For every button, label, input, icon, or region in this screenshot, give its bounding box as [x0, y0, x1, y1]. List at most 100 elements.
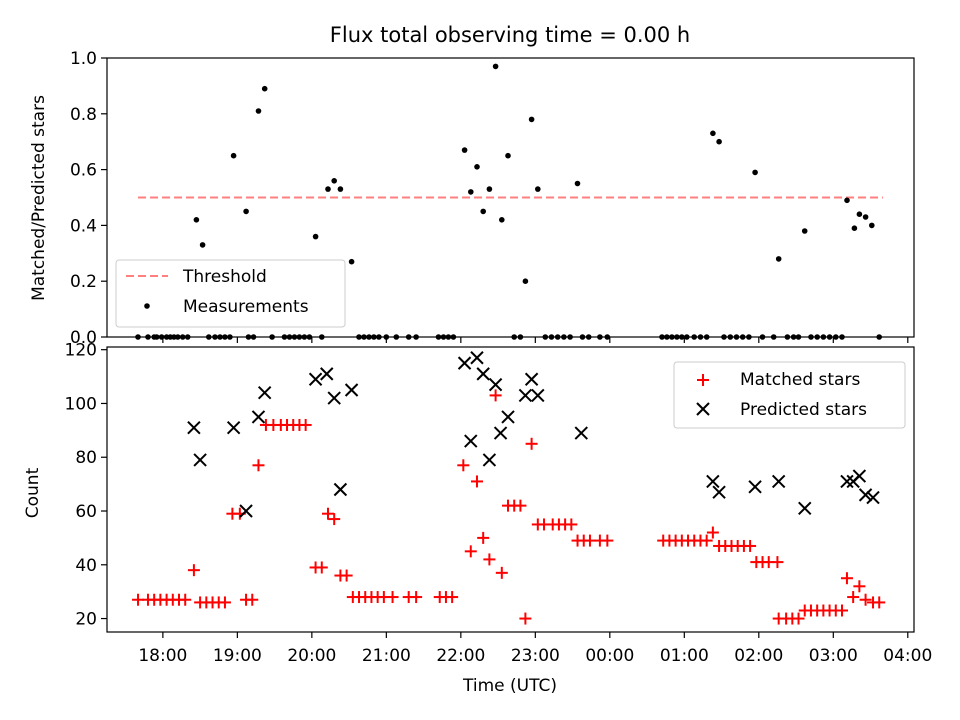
- matched-star-point: [840, 572, 853, 585]
- measurement-point: [480, 208, 487, 215]
- x-tick-label: 03:00: [809, 646, 858, 666]
- ratio-panel: Flux total observing time = 0.00 h 0.0 0.…: [29, 23, 915, 348]
- legend-predicted-label: Predicted stars: [740, 400, 867, 420]
- predicted-star-point: [257, 386, 272, 400]
- x-tick-label: 18:00: [138, 646, 187, 666]
- predicted-star-point: [226, 420, 241, 435]
- x-tick-label: 23:00: [511, 646, 560, 666]
- legend-matched-label: Matched stars: [740, 370, 860, 390]
- measurement-point: [528, 116, 535, 123]
- predicted-star-point: [518, 388, 533, 403]
- matched-star-point: [252, 459, 265, 472]
- predicted-star-point: [457, 356, 472, 370]
- top-axes-frame: [106, 57, 915, 338]
- matched-star-point: [187, 564, 200, 577]
- predicted-star-point: [493, 426, 508, 440]
- bottom-axes-frame: [106, 346, 915, 633]
- predicted-star-point: [852, 469, 867, 483]
- matched-star-point: [853, 580, 866, 593]
- matched-star-point: [386, 591, 399, 604]
- matched-star-point: [179, 593, 192, 606]
- predicted-star-point: [798, 501, 812, 516]
- bottom-legend-box: [673, 361, 906, 429]
- matched-star-point: [792, 612, 805, 625]
- predicted-star-point: [706, 474, 720, 489]
- matched-star-point: [700, 534, 713, 547]
- predicted-star-point: [344, 383, 359, 397]
- measurement-point: [312, 233, 319, 240]
- measurement-point: [492, 63, 499, 70]
- top-y-tick-label: 0.8: [70, 105, 97, 125]
- top-y-tick-label: 1.0: [70, 49, 97, 69]
- measurement-point: [505, 152, 511, 159]
- matched-star-point: [246, 593, 259, 606]
- matched-star-point: [771, 556, 784, 569]
- x-axis-label: Time (UTC): [462, 676, 557, 696]
- matched-star-point: [495, 566, 508, 579]
- predicted-star-point: [524, 372, 539, 386]
- measurement-point: [337, 186, 344, 192]
- x-tick-label: 01:00: [660, 646, 709, 666]
- matched-star-point: [328, 513, 341, 526]
- bottom-y-tick-label: 120: [65, 341, 97, 361]
- bottom-x-ticks: 18:00 19:00 20:00 21:00 22:00 23:00 00:00 01:00…: [138, 632, 932, 666]
- x-tick-label: 02:00: [734, 646, 783, 666]
- x-tick-label: 22:00: [436, 646, 485, 666]
- matched-star-point: [340, 569, 353, 582]
- measurement-point: [856, 211, 863, 217]
- predicted-star-point: [327, 391, 341, 405]
- predicted-star-point: [748, 480, 762, 494]
- legend-threshold-label: Threshold: [182, 267, 267, 287]
- measurement-point: [710, 130, 716, 137]
- measurement-point: [499, 217, 505, 223]
- measurement-point: [193, 217, 200, 223]
- predicted-star-point: [771, 474, 786, 489]
- bottom-y-ticks: 20 40 60 80 100 120: [65, 341, 107, 630]
- predicted-star-point: [712, 485, 726, 499]
- top-y-tick-label: 0.0: [70, 328, 97, 348]
- predicted-star-point: [308, 372, 323, 386]
- measurement-point: [348, 258, 355, 265]
- measurement-point: [474, 164, 480, 170]
- measurement-point: [844, 197, 850, 204]
- predicted-star-point: [840, 474, 854, 489]
- x-tick-label: 19:00: [213, 646, 262, 666]
- predicted-star-point: [531, 388, 545, 403]
- bottom-y-tick-label: 80: [75, 448, 97, 468]
- matched-star-point: [464, 545, 477, 558]
- matched-star-point: [218, 596, 231, 609]
- measurement-point: [199, 242, 206, 248]
- measurement-point: [752, 169, 758, 176]
- matched-star-point: [470, 475, 483, 488]
- matched-star-point: [315, 561, 328, 574]
- matched-star-point: [706, 526, 719, 539]
- measurement-point: [716, 138, 722, 145]
- measurement-point: [574, 180, 581, 187]
- predicted-star-point: [187, 420, 201, 435]
- predicted-star-point: [193, 453, 207, 467]
- top-y-axis-label: Matched/Predicted stars: [29, 95, 49, 301]
- predicted-star-point: [476, 367, 490, 381]
- top-legend-box: [115, 259, 346, 328]
- top-y-tick-label: 0.6: [70, 161, 97, 181]
- measurement-point: [230, 152, 237, 159]
- matched-star-point: [446, 591, 459, 604]
- matched-star-point: [483, 553, 496, 566]
- measurement-point: [535, 186, 541, 192]
- matched-star-point: [514, 499, 527, 512]
- legend-measurements-label: Measurements: [183, 297, 309, 317]
- predicted-star-point: [482, 453, 497, 467]
- chart-title: Flux total observing time = 0.00 h: [330, 23, 690, 47]
- matched-star-point: [457, 459, 470, 472]
- measurement-point: [801, 228, 808, 234]
- bottom-y-tick-label: 60: [75, 502, 97, 522]
- matched-star-point: [299, 418, 312, 431]
- x-tick-label: 00:00: [585, 646, 634, 666]
- matched-star-point: [873, 596, 886, 609]
- matched-star-point: [859, 593, 872, 606]
- matched-star-point: [321, 507, 334, 520]
- predicted-star-point: [333, 482, 348, 497]
- measurement-point: [255, 108, 262, 114]
- matched-star-point: [601, 534, 614, 547]
